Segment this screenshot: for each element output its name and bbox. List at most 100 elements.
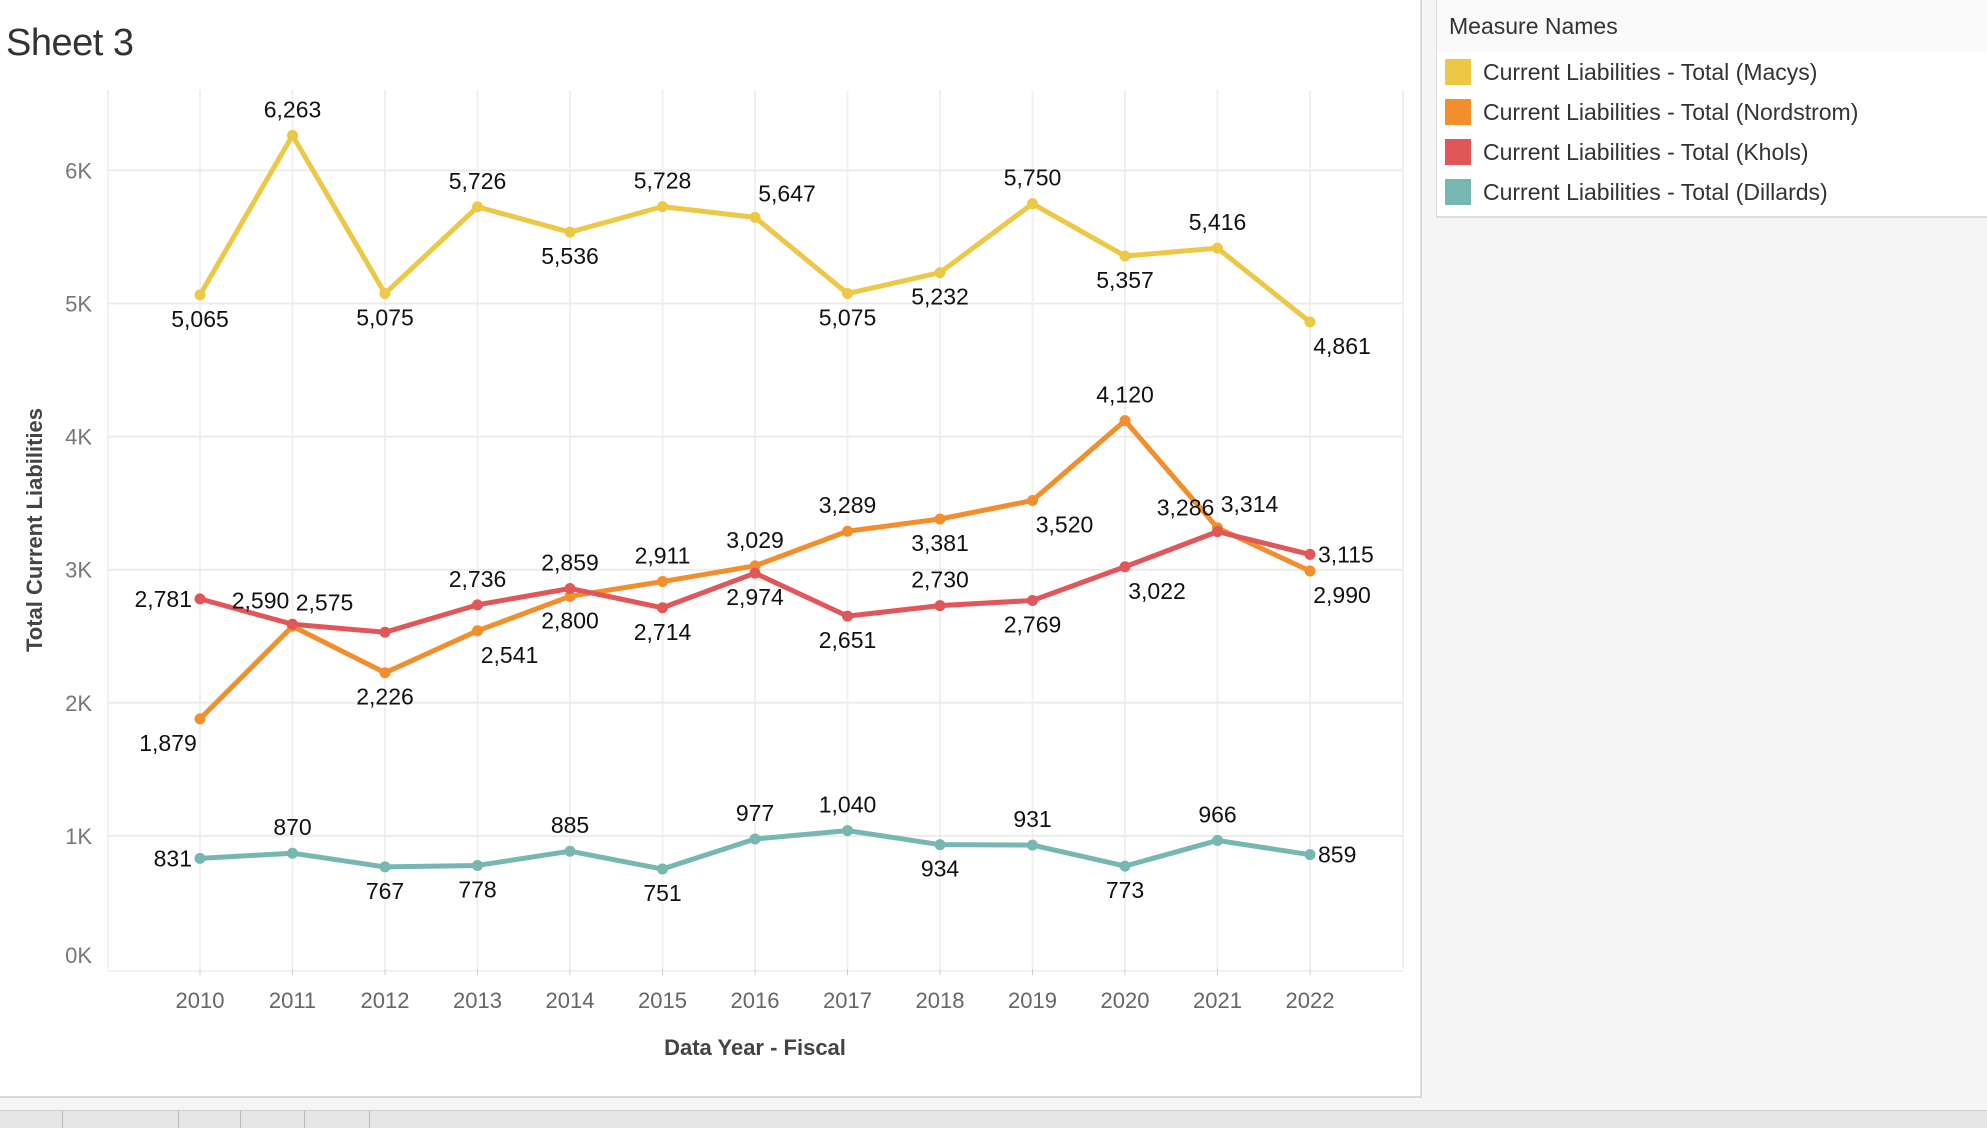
data-point-dillards (657, 863, 668, 875)
data-point-macys (934, 267, 946, 279)
sheet-title: Sheet 3 (6, 22, 134, 64)
legend-label: Current Liabilities - Total (Khols) (1483, 138, 1809, 165)
data-point-khols (379, 626, 391, 638)
y-tick-label: 1K (65, 824, 92, 849)
data-point-macys (194, 289, 206, 301)
data-point-khols (194, 593, 206, 605)
data-label-nordstrom: 3,381 (911, 530, 969, 556)
data-label-macys: 5,065 (171, 306, 229, 332)
worksheet: Sheet 3 0K 1K 2K 3K 4K 5K 6K 2010 2011 2012 2013 20… (0, 0, 1422, 1098)
data-point-macys (564, 226, 576, 238)
data-label-dillards: 773 (1106, 877, 1144, 903)
data-point-macys (842, 288, 853, 300)
data-label-nordstrom: 2,800 (541, 607, 599, 633)
legend-swatch (1445, 139, 1471, 165)
data-label-nordstrom: 3,520 (1036, 511, 1094, 537)
data-label-dillards: 977 (736, 800, 774, 826)
x-tick-label: 2010 (176, 988, 225, 1013)
x-tick-label: 2014 (546, 988, 595, 1013)
x-tick-label: 2021 (1193, 988, 1242, 1013)
data-point-dillards (1212, 834, 1223, 846)
data-label-nordstrom: 1,879 (139, 730, 197, 756)
legend-swatch (1445, 179, 1471, 205)
x-axis-title: Data Year - Fiscal (664, 1035, 846, 1060)
data-label-khols: 3,115 (1318, 541, 1374, 567)
data-label-dillards: 751 (643, 880, 681, 906)
data-label-macys: 5,726 (449, 168, 507, 194)
legend-swatch (1445, 99, 1471, 125)
data-label-khols: 2,651 (819, 627, 877, 653)
data-label-dillards: 1,040 (819, 792, 877, 818)
legend-item-khols[interactable]: Current Liabilities - Total (Khols) (1437, 132, 1987, 172)
data-point-macys (379, 288, 391, 300)
data-label-dillards: 778 (458, 876, 496, 902)
data-point-macys (657, 201, 668, 213)
data-point-khols (657, 602, 668, 614)
data-point-macys (1027, 198, 1038, 210)
data-point-khols (1119, 561, 1131, 573)
data-label-nordstrom: 3,289 (819, 492, 877, 518)
data-label-khols: 2,974 (726, 584, 784, 610)
data-point-dillards (842, 825, 853, 837)
data-point-macys (1119, 250, 1131, 262)
data-label-khols: 2,590 (232, 587, 290, 613)
data-label-dillards: 767 (366, 878, 404, 904)
x-tick-label: 2015 (638, 988, 687, 1013)
data-label-khols: 2,730 (911, 567, 969, 593)
y-tick-label: 4K (65, 425, 92, 450)
data-point-khols (1212, 526, 1223, 538)
y-tick-label: 6K (65, 158, 92, 183)
data-point-nordstrom (842, 525, 853, 537)
data-point-khols (1304, 548, 1316, 560)
data-label-dillards: 831 (154, 845, 192, 871)
data-label-khols: 2,714 (634, 619, 692, 645)
data-label-macys: 5,647 (758, 180, 816, 206)
legend-item-macys[interactable]: Current Liabilities - Total (Macys) (1437, 52, 1987, 92)
data-point-khols (1027, 594, 1038, 606)
data-point-macys (1212, 242, 1223, 254)
x-tick-label: 2011 (269, 988, 316, 1013)
data-point-nordstrom (657, 576, 668, 588)
data-label-macys: 5,075 (356, 305, 414, 331)
data-label-khols: 2,859 (541, 549, 599, 575)
legend-label: Current Liabilities - Total (Macys) (1483, 58, 1818, 85)
data-point-nordstrom (1119, 415, 1131, 427)
y-tick-label: 2K (65, 691, 92, 716)
x-tick-label: 2012 (361, 988, 410, 1013)
line-chart: 0K 1K 2K 3K 4K 5K 6K 2010 2011 2012 2013 2014 2015 20… (22, 90, 1404, 1060)
data-label-nordstrom: 2,575 (296, 589, 354, 615)
data-label-nordstrom: 3,029 (726, 527, 784, 553)
data-label-macys: 5,750 (1004, 165, 1062, 191)
x-tick-label: 2022 (1286, 988, 1335, 1013)
data-point-khols (287, 618, 298, 630)
data-label-macys: 5,536 (541, 243, 599, 269)
sheet-tab-bar (0, 1110, 1987, 1128)
data-point-macys (472, 201, 483, 213)
data-point-dillards (1027, 839, 1038, 851)
legend-item-nordstrom[interactable]: Current Liabilities - Total (Nordstrom) (1437, 92, 1987, 132)
data-label-khols: 2,736 (449, 566, 507, 592)
legend-label: Current Liabilities - Total (Dillards) (1483, 178, 1828, 205)
legend-label: Current Liabilities - Total (Nordstrom) (1483, 98, 1859, 125)
tab-divider (62, 1111, 63, 1128)
data-point-macys (287, 129, 298, 141)
data-label-macys: 5,075 (819, 305, 877, 331)
data-label-dillards: 859 (1318, 842, 1356, 868)
data-point-dillards (749, 833, 761, 845)
tab-divider (240, 1111, 241, 1128)
x-tick-label: 2019 (1008, 988, 1057, 1013)
data-label-nordstrom: 2,541 (481, 642, 539, 668)
x-tick-label: 2017 (823, 988, 872, 1013)
data-point-nordstrom (1304, 565, 1316, 577)
data-label-macys: 6,263 (264, 96, 322, 122)
legend-item-dillards[interactable]: Current Liabilities - Total (Dillards) (1437, 172, 1987, 212)
data-point-nordstrom (1027, 494, 1038, 506)
data-point-macys (749, 211, 761, 223)
data-point-nordstrom (564, 590, 576, 602)
data-label-macys: 5,728 (634, 168, 692, 194)
data-label-dillards: 885 (551, 812, 589, 838)
data-label-nordstrom: 3,314 (1221, 491, 1279, 517)
data-point-khols (564, 582, 576, 594)
data-point-khols (842, 610, 853, 622)
data-point-dillards (194, 852, 206, 864)
